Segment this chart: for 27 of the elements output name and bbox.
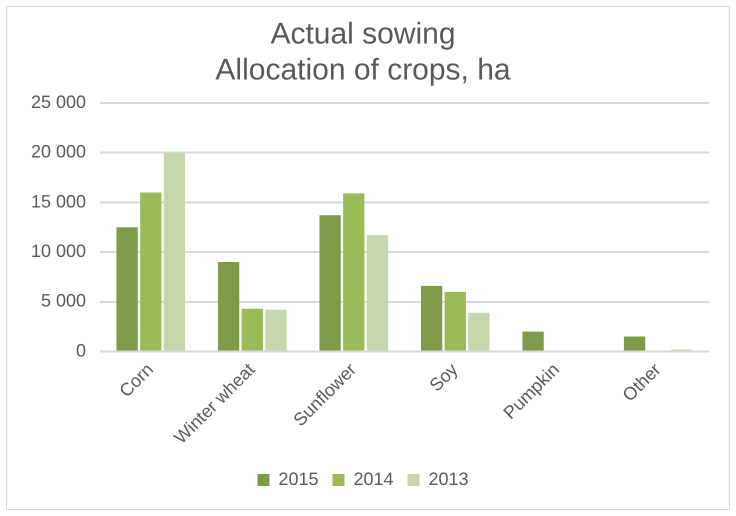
legend-label: 2013: [428, 468, 469, 489]
bar: [522, 332, 544, 350]
y-tick-label: 5 000: [41, 290, 86, 311]
bar: [420, 286, 442, 350]
bar: [140, 192, 162, 350]
y-tick-label: 15 000: [30, 191, 86, 212]
bar: [218, 262, 240, 350]
bar: [468, 312, 490, 350]
bar: [343, 193, 364, 350]
y-tick-label: 20 000: [30, 142, 86, 162]
bar: [444, 292, 466, 350]
bar: [164, 152, 186, 350]
legend-label: 2014: [353, 468, 394, 489]
bar: [242, 308, 263, 350]
y-tick-label: 25 000: [30, 92, 86, 112]
bar: [265, 310, 287, 350]
text: Actual sowing: [270, 17, 456, 50]
y-tick-label: 0: [76, 340, 86, 360]
x-tick-label: Corn: [115, 359, 158, 402]
x-tick-label: Soy: [426, 359, 462, 396]
bar: [319, 215, 341, 350]
bar: [624, 336, 646, 350]
legend-label: 2015: [278, 468, 318, 489]
text: Allocation of crops, ha: [215, 53, 511, 86]
bar: [116, 227, 138, 350]
y-tick-label: 10 000: [30, 241, 86, 262]
bar: [366, 235, 388, 350]
